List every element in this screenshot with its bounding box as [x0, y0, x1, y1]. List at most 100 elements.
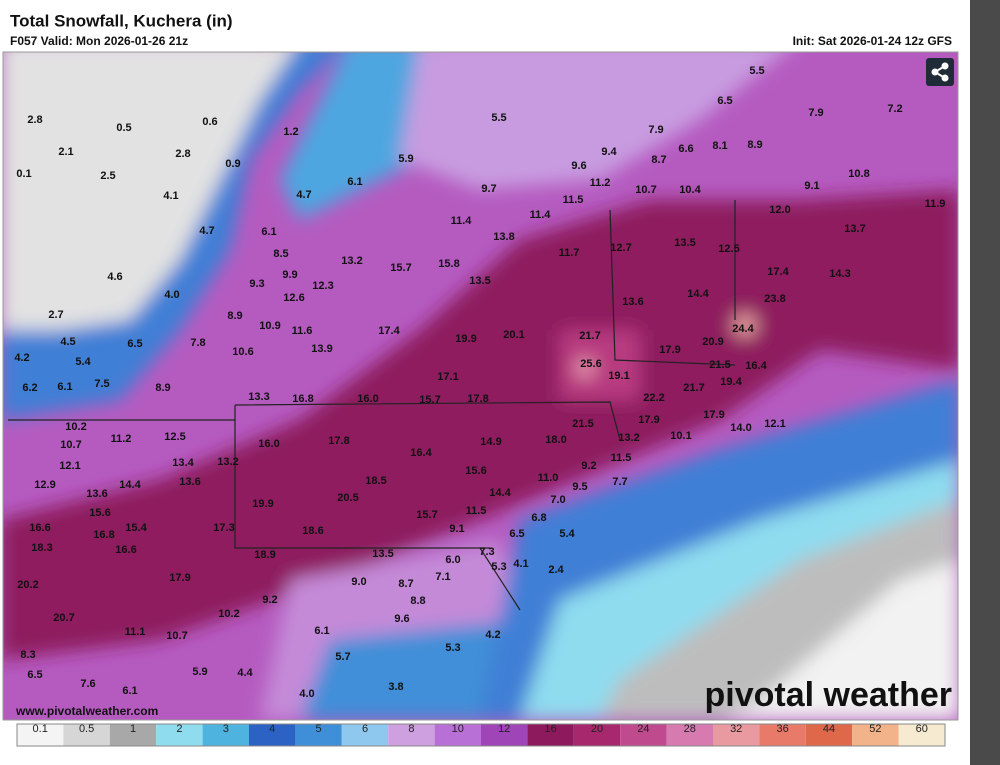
snowfall-label: 7.9 — [648, 124, 663, 136]
snowfall-label: 11.5 — [611, 452, 632, 464]
snowfall-label: 9.3 — [249, 278, 264, 290]
colorbar-label: 5 — [316, 723, 322, 735]
snowfall-label: 1.2 — [283, 126, 298, 138]
snowfall-label: 4.2 — [14, 352, 29, 364]
colorbar-label: 6 — [362, 723, 368, 735]
snowfall-label: 5.5 — [491, 112, 506, 124]
snowfall-label: 17.3 — [213, 522, 234, 534]
colorbar-swatch — [249, 724, 296, 746]
colorbar-label: 10 — [452, 723, 464, 735]
snowfall-label: 4.7 — [199, 225, 214, 237]
snowfall-label: 5.3 — [445, 642, 460, 654]
snowfall-label: 10.4 — [679, 184, 701, 196]
snowfall-label: 13.6 — [622, 296, 643, 308]
snowfall-label: 6.5 — [27, 669, 42, 681]
snowfall-label: 9.2 — [581, 460, 596, 472]
snowfall-label: 21.7 — [579, 330, 600, 342]
colorbar-label: 20 — [591, 723, 603, 735]
snowfall-label: 11.2 — [111, 433, 132, 445]
snowfall-label: 6.0 — [445, 554, 460, 566]
snowfall-label: 19.9 — [252, 498, 273, 510]
colorbar-label: 32 — [730, 723, 742, 735]
snowfall-label: 13.6 — [179, 476, 200, 488]
snowfall-label: 9.1 — [449, 523, 464, 535]
snowfall-label: 7.8 — [190, 337, 205, 349]
colorbar-swatch — [898, 724, 945, 746]
colorbar-label: 52 — [869, 723, 881, 735]
colorbar-swatch — [481, 724, 528, 746]
snowfall-label: 11.6 — [292, 325, 313, 337]
snowfall-label: 14.4 — [687, 288, 709, 300]
snowfall-label: 12.3 — [312, 280, 333, 292]
snowfall-label: 12.6 — [283, 292, 304, 304]
colorbar-swatch — [156, 724, 203, 746]
snowfall-label: 6.2 — [22, 382, 37, 394]
snowfall-label: 2.5 — [100, 170, 115, 182]
colorbar-label: 1 — [130, 723, 136, 735]
snowfall-label: 5.7 — [335, 651, 350, 663]
snowfall-label: 14.3 — [829, 268, 850, 280]
share-icon[interactable] — [931, 62, 949, 82]
share-button[interactable] — [926, 58, 954, 86]
snowfall-label: 19.1 — [608, 370, 629, 382]
snowfall-label: 17.8 — [467, 393, 488, 405]
snowfall-label: 11.2 — [590, 177, 611, 189]
snowfall-label: 2.8 — [27, 114, 42, 126]
snowfall-label: 23.8 — [764, 293, 785, 305]
colorbar-swatch — [527, 724, 574, 746]
snowfall-label: 2.1 — [58, 146, 73, 158]
colorbar-label: 4 — [269, 723, 275, 735]
snowfall-label: 12.9 — [34, 479, 55, 491]
colorbar-label: 12 — [498, 723, 510, 735]
snowfall-label: 8.5 — [273, 248, 288, 260]
snowfall-label: 18.9 — [254, 549, 275, 561]
snowfall-label: 9.0 — [351, 576, 366, 588]
snowfall-label: 4.6 — [107, 271, 122, 283]
snowfall-label: 17.9 — [703, 409, 724, 421]
snowfall-label: 6.1 — [261, 226, 276, 238]
snowfall-label: 6.1 — [347, 176, 362, 188]
snowfall-label: 10.7 — [635, 184, 656, 196]
colorbar-label: 44 — [823, 723, 835, 735]
snowfall-label: 16.6 — [29, 522, 50, 534]
map: 5.5 6.5 7.2 7.9 0.5 0.6 5.5 7.9 1.2 2.8 2.1 2.8 0.9 9… — [3, 52, 958, 720]
snowfall-label: 9.2 — [262, 594, 277, 606]
snowfall-label: 22.2 — [643, 392, 664, 404]
snowfall-label: 5.4 — [75, 356, 91, 368]
snowfall-label: 9.5 — [572, 481, 587, 493]
snowfall-label: 4.5 — [60, 336, 75, 348]
snowfall-label: 20.5 — [337, 492, 358, 504]
snowfall-label: 5.9 — [398, 153, 413, 165]
colorbar-swatch — [573, 724, 621, 746]
colorbar-swatch — [295, 724, 342, 746]
snowfall-label: 13.2 — [217, 456, 238, 468]
snowfall-label: 19.9 — [455, 333, 476, 345]
snowfall-label: 4.7 — [296, 189, 311, 201]
watermark: pivotal weather — [704, 676, 952, 714]
snowfall-label: 2.4 — [548, 564, 564, 576]
snowfall-label: 16.0 — [258, 438, 279, 450]
snowfall-label: 15.6 — [465, 465, 486, 477]
colorbar-swatch — [620, 724, 667, 746]
snowfall-label: 15.7 — [416, 509, 437, 521]
snowfall-label: 20.2 — [17, 579, 38, 591]
snowfall-label: 13.3 — [248, 391, 269, 403]
snowfall-label: 14.4 — [489, 487, 511, 499]
snowfall-label: 2.7 — [48, 309, 63, 321]
snowfall-label: 7.0 — [550, 494, 565, 506]
side-bar — [970, 0, 1000, 765]
snowfall-label: 8.8 — [410, 595, 425, 607]
snowfall-label: 13.4 — [172, 457, 194, 469]
colorbar-label: 8 — [408, 723, 414, 735]
snowfall-label: 18.5 — [365, 475, 386, 487]
snowfall-label: 7.6 — [80, 678, 95, 690]
snow-shading — [3, 52, 958, 720]
snowfall-label: 13.5 — [372, 548, 393, 560]
snowfall-label: 18.0 — [545, 434, 566, 446]
snowfall-label: 12.5 — [164, 431, 185, 443]
snowfall-label: 8.7 — [651, 154, 666, 166]
snowfall-label: 7.3 — [479, 546, 494, 558]
snowfall-label: 10.2 — [65, 421, 86, 433]
snowfall-label: 15.7 — [390, 262, 411, 274]
snowfall-label: 13.9 — [311, 343, 332, 355]
